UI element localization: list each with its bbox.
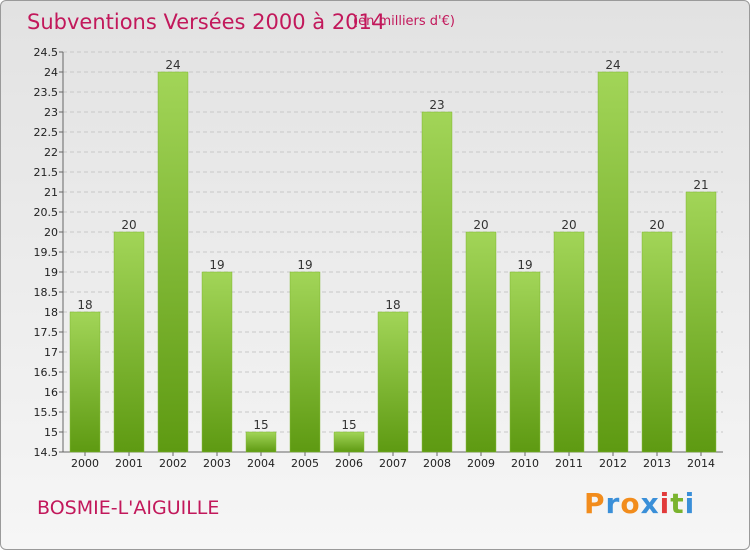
y-tick-label: 21: [44, 186, 58, 199]
bar-2000[interactable]: [69, 311, 101, 453]
x-tick-label: 2012: [599, 457, 627, 470]
y-tick-label: 22: [44, 146, 58, 159]
data-label: 15: [253, 418, 268, 432]
logo-letter: i: [659, 487, 671, 520]
logo-letter: x: [640, 487, 660, 520]
y-tick-label: 14.5: [34, 446, 59, 459]
data-label: 15: [341, 418, 356, 432]
data-label: 19: [297, 258, 312, 272]
y-tick-label: 18.5: [34, 286, 59, 299]
chart-title: Subventions Versées 2000 à 2014: [27, 10, 386, 34]
y-tick-label: 24.5: [34, 46, 59, 59]
y-tick-label: 17: [44, 346, 58, 359]
chart-unit: (en milliers d'€): [353, 14, 455, 29]
y-tick-label: 19.5: [34, 246, 59, 259]
y-tick-label: 17.5: [34, 326, 59, 339]
x-tick-label: 2004: [247, 457, 275, 470]
data-label: 23: [429, 98, 444, 112]
bar-2003[interactable]: [201, 271, 233, 453]
data-label: 20: [473, 218, 488, 232]
y-tick-label: 23.5: [34, 86, 59, 99]
bar-2004[interactable]: [245, 431, 277, 453]
x-tick-label: 2003: [203, 457, 231, 470]
x-tick-label: 2008: [423, 457, 451, 470]
bar-2014[interactable]: [685, 191, 717, 453]
bar-2010[interactable]: [509, 271, 541, 453]
y-tick-label: 24: [44, 66, 58, 79]
x-tick-label: 2013: [643, 457, 671, 470]
y-tick-label: 18: [44, 306, 58, 319]
logo-letter: P: [584, 487, 606, 520]
x-tick-label: 2001: [115, 457, 143, 470]
y-tick-label: 23: [44, 106, 58, 119]
y-tick-label: 16.5: [34, 366, 59, 379]
y-tick-label: 15: [44, 426, 58, 439]
logo-letter: o: [620, 487, 641, 520]
x-tick-label: 2005: [291, 457, 319, 470]
x-tick-label: 2006: [335, 457, 363, 470]
bar-2012[interactable]: [597, 71, 629, 453]
bar-2009[interactable]: [465, 231, 497, 453]
y-tick-label: 20: [44, 226, 58, 239]
bar-2013[interactable]: [641, 231, 673, 453]
bars: [69, 71, 717, 453]
y-tick-label: 21.5: [34, 166, 59, 179]
bar-2007[interactable]: [377, 311, 409, 453]
x-tick-label: 2009: [467, 457, 495, 470]
data-label: 21: [693, 178, 708, 192]
data-label: 19: [517, 258, 532, 272]
data-label: 18: [77, 298, 92, 312]
data-label: 18: [385, 298, 400, 312]
proxiti-logo[interactable]: Proxiti: [584, 487, 695, 520]
logo-letter: r: [605, 487, 621, 520]
data-label: 19: [209, 258, 224, 272]
y-tick-label: 15.5: [34, 406, 59, 419]
x-tick-label: 2002: [159, 457, 187, 470]
data-label: 20: [121, 218, 136, 232]
data-label: 24: [165, 58, 180, 72]
data-label: 20: [561, 218, 576, 232]
y-tick-label: 20.5: [34, 206, 59, 219]
bar-2001[interactable]: [113, 231, 145, 453]
axes: 14.5 15 15.5 16 16.5 17 17.5 18 18.5 19 19.5 20 20.5…: [34, 46, 723, 470]
x-tick-label: 2014: [687, 457, 715, 470]
data-labels: 18 20 24 19 15 19 15 18 23 20 19 20 24 20 21: [77, 58, 708, 432]
y-tick-label: 22.5: [34, 126, 59, 139]
commune-name: BOSMIE-L'AIGUILLE: [37, 497, 220, 519]
bar-2006[interactable]: [333, 431, 365, 453]
bar-2005[interactable]: [289, 271, 321, 453]
x-tick-label: 2011: [555, 457, 583, 470]
y-tick-label: 19: [44, 266, 58, 279]
bar-2011[interactable]: [553, 231, 585, 453]
x-tick-label: 2000: [71, 457, 99, 470]
y-tick-label: 16: [44, 386, 58, 399]
logo-letter: t: [670, 487, 685, 520]
bar-2002[interactable]: [157, 71, 189, 453]
bar-2008[interactable]: [421, 111, 453, 453]
x-tick-label: 2007: [379, 457, 407, 470]
x-tick-label: 2010: [511, 457, 539, 470]
data-label: 20: [649, 218, 664, 232]
logo-letter: i: [684, 487, 696, 520]
data-label: 24: [605, 58, 620, 72]
